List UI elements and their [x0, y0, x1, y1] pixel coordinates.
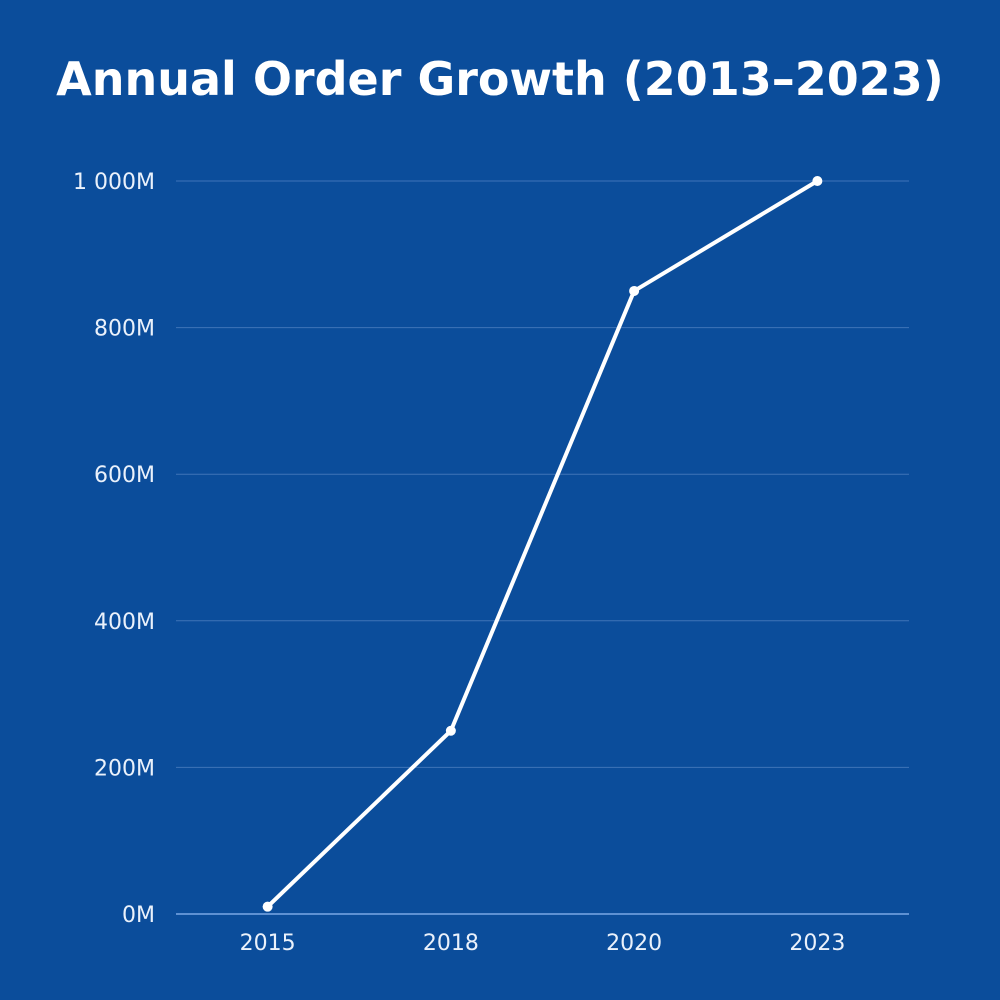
data-point [262, 901, 273, 912]
series-line [266, 179, 819, 909]
chart-title: Annual Order Growth (2013–2023) [56, 52, 944, 106]
x-tick-label: 2018 [423, 931, 479, 956]
data-point [445, 725, 456, 736]
data-point [812, 176, 823, 186]
x-tick-label: 2020 [606, 931, 662, 956]
y-tick-label: 600M [94, 463, 155, 488]
y-tick-label: 800M [94, 317, 155, 342]
x-tick-label: 2023 [789, 931, 845, 956]
y-tick-label: 1 000M [73, 170, 155, 195]
x-tick-label: 2015 [240, 931, 296, 956]
y-tick-label: 200M [94, 756, 155, 781]
data-point [629, 285, 640, 296]
y-tick-label: 400M [94, 610, 155, 635]
y-tick-label: 0M [122, 903, 155, 928]
